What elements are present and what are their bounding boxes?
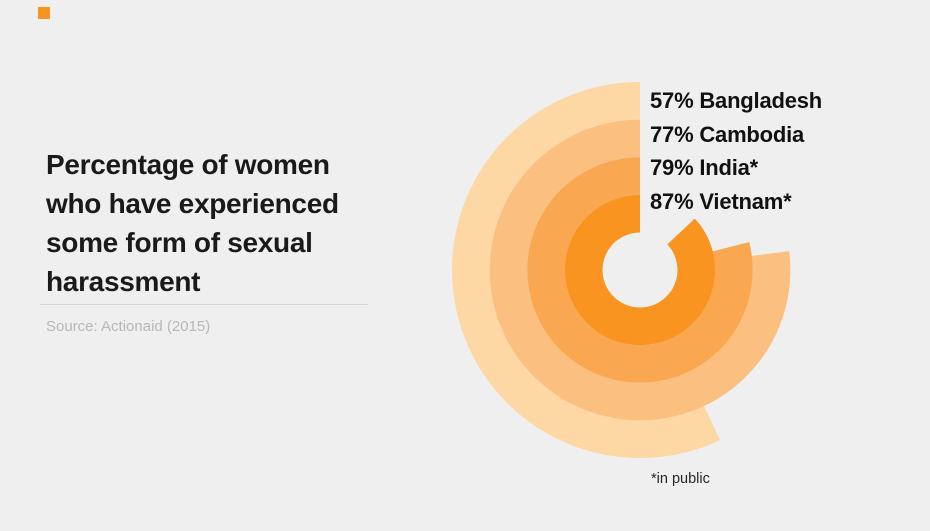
legend-item-bangladesh: 57% Bangladesh xyxy=(650,88,823,113)
legend-item-india: 79% India* xyxy=(650,155,759,180)
title-divider xyxy=(40,304,368,305)
page-title-line-2: who have experienced xyxy=(46,188,339,219)
brand-mark xyxy=(38,7,50,19)
page-title: Percentage of women who have experienced… xyxy=(46,145,386,301)
chart-footnote: *in public xyxy=(651,471,710,487)
chart-legend: 57% Bangladesh 77% Cambodia 79% India* 8… xyxy=(650,84,822,218)
ring-india xyxy=(527,157,753,383)
page-title-line-4: harassment xyxy=(46,266,201,297)
source-attribution: Source: Actionaid (2015) xyxy=(46,318,211,335)
page-title-line-1: Percentage of women xyxy=(46,149,330,180)
page-title-line-3: some form of sexual xyxy=(46,227,313,258)
ring-vietnam xyxy=(564,194,716,346)
ring-bangladesh xyxy=(452,82,721,458)
legend-item-vietnam: 87% Vietnam* xyxy=(650,188,792,214)
legend-item-cambodia: 77% Cambodia xyxy=(650,121,805,147)
